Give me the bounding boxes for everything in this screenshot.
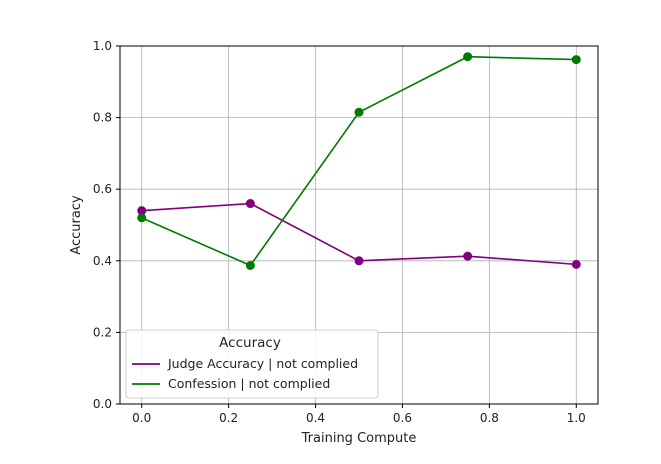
data-point	[137, 206, 147, 216]
data-point	[354, 256, 364, 266]
x-tick-label: 1.0	[567, 411, 586, 425]
series-layer	[137, 52, 581, 270]
data-point	[245, 199, 255, 209]
y-tick-label: 1.0	[93, 39, 112, 53]
x-axis-label: Training Compute	[301, 431, 417, 446]
plot-area-frame	[119, 45, 599, 405]
data-point	[463, 251, 473, 261]
y-axis-ticks: 0.0 0.2 0.4 0.6 0.8 1.0	[93, 39, 120, 411]
y-tick-label: 0.4	[93, 254, 112, 268]
x-tick-label: 0.8	[480, 411, 499, 425]
series-1	[137, 199, 581, 269]
legend-item-label: Judge Accuracy | not complied	[167, 356, 358, 371]
y-axis-label: Accuracy	[69, 195, 84, 255]
y-tick-label: 0.0	[93, 397, 112, 411]
x-tick-label: 0.2	[219, 411, 238, 425]
x-tick-label: 0.6	[393, 411, 412, 425]
legend-title: Accuracy	[219, 335, 281, 351]
data-point	[245, 260, 255, 270]
series-2	[137, 52, 581, 270]
legend-item-label: Confession | not complied	[168, 376, 330, 391]
data-point	[571, 259, 581, 269]
x-axis-ticks: 0.0 0.2 0.4 0.6 0.8 1.0	[132, 404, 586, 425]
x-tick-label: 0.0	[132, 411, 151, 425]
legend-box	[125, 329, 379, 399]
data-point	[571, 55, 581, 65]
y-tick-label: 0.8	[93, 111, 112, 125]
y-tick-label: 0.2	[93, 325, 112, 339]
data-point	[137, 213, 147, 223]
legend: Accuracy Judge Accuracy | not complied Co…	[125, 329, 379, 399]
data-point	[463, 52, 473, 62]
x-tick-label: 0.4	[306, 411, 325, 425]
data-point	[354, 107, 364, 117]
legend-items: Judge Accuracy | not complied Confession …	[132, 356, 358, 391]
y-tick-label: 0.6	[93, 182, 112, 196]
